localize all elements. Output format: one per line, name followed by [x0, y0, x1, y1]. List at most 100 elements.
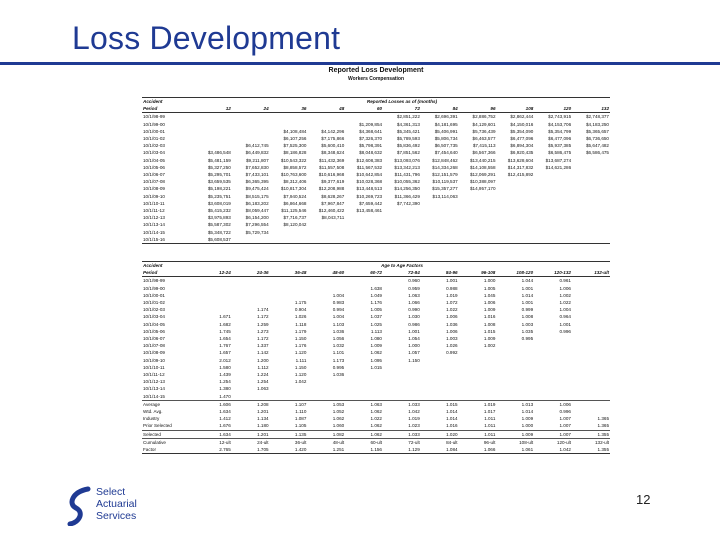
table-cell: 1.676 — [219, 423, 231, 429]
column-header: 120-132 — [534, 269, 572, 278]
column-header: 12-24 — [194, 269, 232, 278]
table-cell: 1.259 — [257, 321, 269, 327]
table-cell: $6,183,202 — [245, 200, 269, 206]
table-cell: 1.134 — [257, 416, 269, 422]
table-row: 10/1/04-05 $5,481,159 $9,211,807 $10,543,32… — [142, 157, 610, 164]
row-label: 10/1/11-12 — [143, 208, 165, 214]
column-header: 84-96 — [420, 269, 459, 278]
column-header: 60-72 — [345, 269, 383, 278]
table-cell: 1.355 — [571, 446, 610, 455]
table-row: 10/1/08-09 1.657 1.142 1.120 1.101 1.062 1.057… — [142, 349, 610, 356]
table-cell: $10,642,854 — [356, 172, 383, 178]
table-cell — [459, 207, 497, 214]
table-cell: 1.009 — [521, 416, 534, 422]
table-cell — [383, 393, 421, 401]
table-cell — [307, 378, 345, 385]
table-row: 10/1/11-12 $5,415,232 $8,059,447 $11,125,54… — [142, 207, 610, 214]
table-cell — [459, 364, 497, 371]
row-label: 10/1/13-14 — [143, 222, 165, 228]
row-label: 10/1/04-05 — [143, 321, 165, 327]
table-cell: 1.745 — [219, 328, 231, 334]
table-cell — [194, 135, 232, 142]
table-cell: $5,327,250 — [207, 164, 231, 170]
table-cell — [534, 207, 572, 214]
table-cell: 1.020 — [420, 429, 459, 439]
table-cell: 1.001 — [521, 300, 534, 306]
table-cell — [572, 235, 610, 245]
table-cell — [572, 221, 610, 228]
table-cell: 1.638 — [370, 285, 382, 291]
table-cell: 1.135 — [269, 429, 308, 439]
table-cell: 1.009 — [483, 336, 496, 342]
logo-line-2: Actuarial — [96, 498, 137, 510]
table-cell: $2,748,377 — [586, 114, 609, 120]
table-cell: 1.682 — [219, 321, 231, 327]
table-cell: 2.765 — [194, 446, 232, 455]
table-cell: $12,208,988 — [318, 186, 345, 192]
row-label: 10/1/14-15 — [143, 393, 165, 399]
table-cell: $5,354,799 — [548, 128, 572, 134]
table-cell: $15,357,277 — [432, 186, 458, 192]
table-cell: $10,543,322 — [280, 157, 307, 163]
table-cell: 1.580 — [219, 364, 231, 370]
table-cell — [270, 113, 308, 121]
table-cell — [572, 277, 610, 285]
row-label: 10/1/98-99 — [143, 278, 165, 284]
table-cell — [421, 371, 459, 378]
table-row: 10/1/06-07 1.654 1.172 1.150 1.056 1.080 1.054… — [142, 335, 610, 342]
row-label: 10/1/10-11 — [143, 200, 165, 206]
table-cell: 1.008 — [521, 314, 534, 320]
table-cell: 1.111 — [295, 357, 307, 363]
table-cell: $14,957,170 — [469, 186, 496, 192]
table-cell — [572, 292, 610, 299]
table-cell: 1.251 — [307, 446, 346, 455]
table-cell — [572, 164, 610, 171]
column-header: 120 — [534, 105, 573, 114]
table-cell: 1.002 — [483, 343, 496, 349]
table-cell: 1.015 — [370, 364, 382, 370]
table-cell: $3,486,548 — [207, 150, 231, 156]
company-logo: Select Actuarial Services — [66, 486, 156, 528]
table-cell: 1.030 — [408, 314, 420, 320]
table-cell — [459, 357, 497, 364]
table-cell: 1.061 — [496, 446, 535, 455]
row-label: 10/1/99-00 — [143, 285, 165, 291]
column-header: 24-36 — [231, 269, 270, 278]
table-cell — [421, 207, 459, 214]
table-row: 10/1/13-14 1.380 1.063 — [142, 385, 610, 392]
table-cell: $5,345,421 — [396, 128, 420, 134]
table-cell — [345, 393, 383, 401]
table-cell — [572, 371, 610, 378]
table-cell: 1.005 — [370, 307, 382, 313]
table-cell: 0.992 — [446, 350, 458, 356]
table-header-row: Period 12 24 36 48 60 72 84 96 108 120 132 — [142, 105, 610, 114]
table-row: 10/1/08-09 $5,198,221 $9,475,424 $10,817,30… — [142, 185, 610, 192]
table-cell: 1.112 — [257, 364, 269, 370]
table-cell — [534, 221, 572, 228]
row-label: 10/1/02-03 — [143, 307, 165, 313]
table-row: 10/1/07-08 1.767 1.337 1.176 1.032 1.009 1.000… — [142, 342, 610, 349]
column-header: 108 — [496, 105, 535, 114]
row-label: 10/1/00-01 — [143, 292, 165, 298]
table-cell — [572, 229, 610, 236]
table-cell: $7,433,101 — [245, 172, 269, 178]
table-cell: 1.176 — [294, 343, 307, 349]
table-cell: 1.006 — [559, 285, 571, 291]
table-cell: 1.036 — [332, 328, 345, 334]
table-cell — [572, 385, 610, 392]
table-cell — [345, 221, 383, 228]
column-header: 72 — [383, 105, 421, 114]
table-cell — [194, 128, 232, 135]
table-cell: 1.009 — [370, 343, 382, 349]
row-label: 10/1/09-10 — [143, 357, 165, 363]
table-cell — [572, 214, 610, 221]
table-cell — [459, 229, 497, 236]
table-cell — [572, 378, 610, 385]
column-header: 60 — [345, 105, 384, 114]
table-cell: $5,600,410 — [321, 143, 345, 149]
sheet-title: Reported Loss Development — [328, 67, 424, 74]
table-cell — [497, 229, 535, 236]
table-cell — [307, 113, 345, 121]
table-cell: 1.035 — [521, 328, 534, 334]
table-cell — [421, 385, 459, 392]
